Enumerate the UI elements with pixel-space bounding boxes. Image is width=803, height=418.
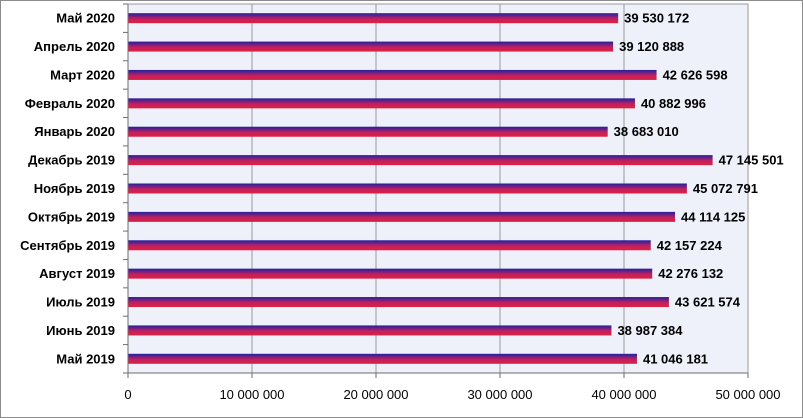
bar <box>128 98 635 109</box>
bar <box>128 325 612 336</box>
bar <box>128 13 619 24</box>
bar <box>128 41 614 52</box>
category-label: Ноябрь 2019 <box>34 181 115 196</box>
category-label: Февраль 2020 <box>25 96 115 111</box>
bar <box>128 297 669 308</box>
data-label: 40 882 996 <box>641 96 706 111</box>
category-label: Декабрь 2019 <box>28 153 115 168</box>
data-label: 43 621 574 <box>675 295 741 310</box>
x-tick-label: 0 <box>124 387 131 402</box>
x-tick-label: 40 000 000 <box>591 387 656 402</box>
data-label: 41 046 181 <box>643 351 708 366</box>
category-label: Май 2019 <box>56 351 115 366</box>
data-label: 42 276 132 <box>658 266 723 281</box>
data-label: 38 683 010 <box>614 124 679 139</box>
bar <box>128 268 653 279</box>
data-label: 47 145 501 <box>719 153 784 168</box>
data-label: 39 530 172 <box>624 11 689 26</box>
category-label: Май 2020 <box>56 11 115 26</box>
data-label: 38 987 384 <box>617 323 683 338</box>
bar <box>128 211 676 222</box>
category-label: Март 2020 <box>50 67 115 82</box>
category-label: Август 2019 <box>39 266 115 281</box>
category-label: Июнь 2019 <box>46 323 115 338</box>
data-label: 42 157 224 <box>657 238 723 253</box>
x-tick-label: 20 000 000 <box>343 387 408 402</box>
x-tick-label: 10 000 000 <box>219 387 284 402</box>
category-label: Апрель 2020 <box>34 39 115 54</box>
category-label: Октябрь 2019 <box>28 209 115 224</box>
bar <box>128 240 651 251</box>
x-tick-label: 30 000 000 <box>467 387 532 402</box>
bar <box>128 69 657 80</box>
x-tick-label: 50 000 000 <box>715 387 780 402</box>
category-label: Сентябрь 2019 <box>20 238 115 253</box>
bar <box>128 183 687 194</box>
bar <box>128 353 637 364</box>
data-label: 39 120 888 <box>619 39 684 54</box>
bar <box>128 126 608 137</box>
category-label: Июль 2019 <box>46 295 115 310</box>
data-label: 45 072 791 <box>693 181 758 196</box>
bar <box>128 155 713 166</box>
category-label: Январь 2020 <box>34 124 115 139</box>
data-label: 44 114 125 <box>681 209 745 224</box>
data-label: 42 626 598 <box>663 67 728 82</box>
